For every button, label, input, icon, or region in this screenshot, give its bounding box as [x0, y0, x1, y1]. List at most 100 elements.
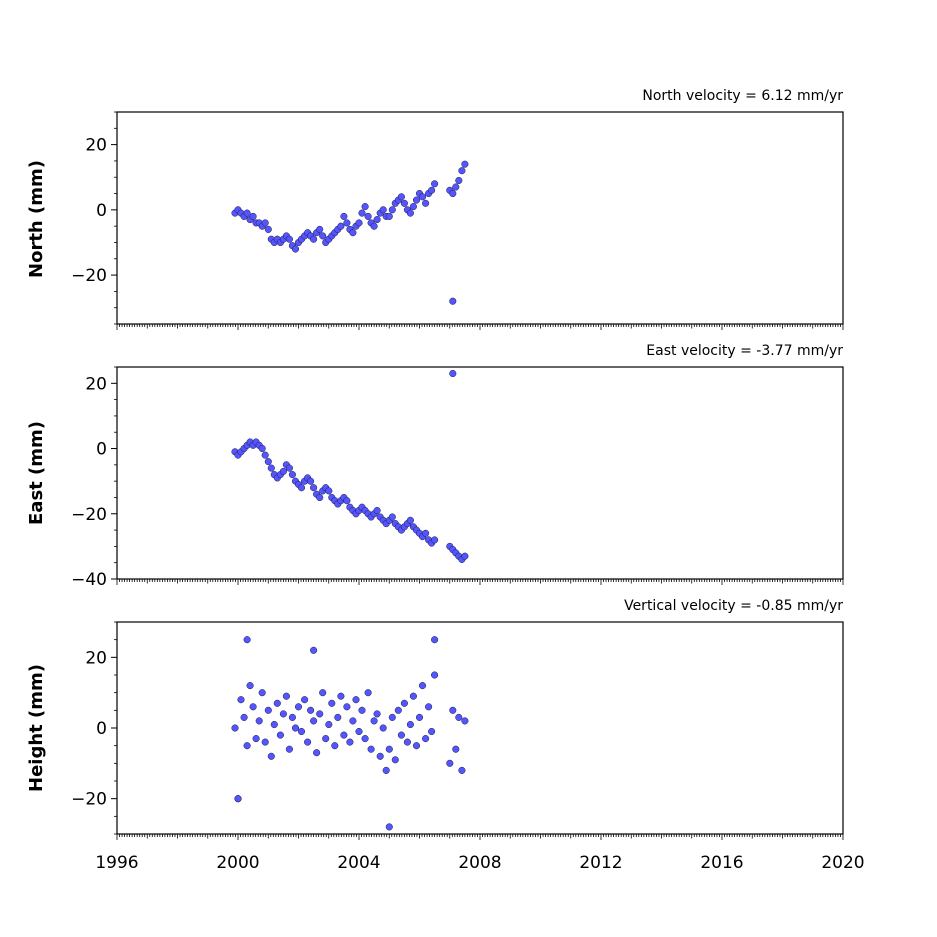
height-data-point	[340, 731, 348, 739]
height-data-point	[452, 745, 460, 753]
height-data-point	[334, 713, 342, 721]
north-data-point	[428, 186, 436, 194]
height-data-point	[355, 727, 363, 736]
height-data-point	[301, 696, 309, 704]
north-plot-frame	[116, 111, 844, 325]
north-data-point	[400, 199, 408, 207]
north-yticks: 20 0 −20	[71, 111, 117, 325]
height-ytick-label: −20	[71, 790, 107, 810]
height-data-point	[316, 710, 324, 718]
north-data-point	[285, 235, 293, 243]
height-data-point	[415, 713, 424, 721]
height-data-point	[412, 742, 421, 750]
east-velocity-title: East velocity = -3.77 mm/yr	[646, 343, 843, 359]
north-ytick-label: 20	[85, 136, 107, 156]
north-data-point	[397, 193, 405, 201]
north-data-point	[452, 183, 460, 191]
east-data-point	[449, 369, 457, 378]
east-data-point	[316, 493, 324, 502]
height-data-point	[425, 703, 433, 711]
height-data-point	[367, 745, 375, 753]
height-data-point	[273, 699, 281, 707]
height-data-point	[288, 713, 296, 721]
x-tick-label: 2008	[458, 853, 501, 873]
north-data-point	[412, 196, 421, 204]
north-data-point	[316, 225, 324, 233]
east-data-point	[461, 552, 469, 560]
height-data-point	[418, 682, 427, 690]
height-panel: Vertical velocity = -0.85 mm/yr Height (…	[26, 598, 865, 873]
north-data-point	[418, 193, 427, 201]
north-data-point	[373, 216, 381, 224]
north-panel: North velocity = 6.12 mm/yr North (mm) 2…	[26, 88, 844, 330]
height-data-point	[279, 710, 287, 718]
north-data-point	[422, 199, 430, 207]
height-data-point	[285, 745, 293, 753]
north-data-point	[310, 235, 318, 243]
height-data-point	[234, 795, 242, 803]
east-data-point	[388, 513, 396, 521]
height-data-point	[307, 706, 315, 714]
north-data-point	[361, 203, 369, 211]
x-tick-label: 2000	[216, 853, 259, 873]
height-data-point	[267, 752, 275, 760]
x-tick-label: 2016	[700, 853, 743, 873]
height-data-point	[255, 717, 263, 725]
height-data-point	[364, 689, 372, 697]
east-data-point	[288, 471, 296, 479]
east-data-point	[310, 484, 318, 492]
north-data-point	[243, 209, 251, 217]
height-data-point	[400, 699, 408, 707]
east-plot-frame	[116, 366, 844, 580]
height-data-point	[264, 706, 272, 714]
north-data-point	[406, 209, 414, 217]
height-data-point	[337, 692, 345, 700]
x-tick-labels: 1996 2000 2004 2008 2012 2016 2020	[95, 853, 864, 873]
north-data-point	[388, 206, 396, 214]
north-data-point	[358, 209, 366, 217]
east-data-point	[373, 506, 381, 515]
east-panel: East velocity = -3.77 mm/yr East (mm) 20…	[26, 343, 844, 590]
north-data-point	[340, 212, 348, 220]
north-data-point	[431, 180, 439, 188]
east-data-point	[325, 487, 333, 495]
height-data-point	[231, 724, 239, 732]
height-data-point	[294, 703, 303, 711]
x-tick-label: 1996	[95, 853, 138, 873]
height-data-point	[310, 717, 318, 725]
height-data-point	[325, 720, 333, 729]
height-data-point	[243, 636, 251, 644]
north-data-point	[449, 189, 457, 198]
east-ytick-label: 20	[85, 374, 107, 394]
north-data-point	[319, 232, 327, 240]
height-data-point	[446, 759, 454, 767]
east-data-point	[431, 536, 439, 544]
north-data-point	[337, 222, 345, 230]
east-data-point	[297, 484, 306, 492]
height-data-point	[455, 713, 463, 721]
height-data-point	[249, 703, 257, 711]
height-data-point	[297, 727, 306, 736]
north-data-point	[449, 297, 457, 305]
height-data-point	[322, 735, 330, 743]
east-ytick-label: 0	[96, 440, 107, 460]
height-data-point	[310, 646, 318, 654]
east-data-point	[307, 477, 315, 485]
north-data-point	[461, 160, 469, 168]
height-data-point	[328, 699, 336, 707]
height-data-point	[282, 692, 290, 700]
height-data-point	[461, 717, 469, 725]
north-data-point	[249, 212, 257, 220]
height-data-point	[349, 717, 357, 725]
north-data-point	[364, 212, 372, 220]
height-data-point	[431, 671, 439, 679]
height-data-point	[391, 756, 399, 764]
vertical-velocity-title: Vertical velocity = -0.85 mm/yr	[624, 598, 843, 614]
height-data-point	[394, 706, 402, 714]
height-ytick-label: 0	[96, 719, 107, 739]
north-data-point	[349, 229, 357, 237]
height-data-point	[331, 742, 339, 750]
height-data-point	[385, 745, 393, 753]
height-data-point	[346, 738, 354, 746]
